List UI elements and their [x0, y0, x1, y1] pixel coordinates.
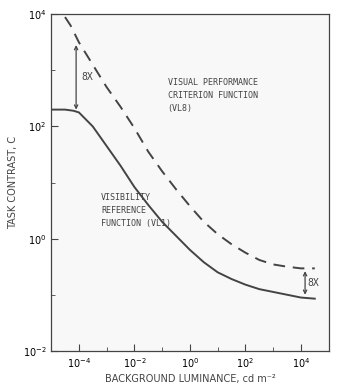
Text: 8X: 8X [82, 72, 93, 82]
Text: 8X: 8X [308, 278, 319, 288]
Y-axis label: TASK CONTRAST, C: TASK CONTRAST, C [8, 136, 18, 229]
Text: VISIBILITY
REFERENCE
FUNCTION (VL1): VISIBILITY REFERENCE FUNCTION (VL1) [101, 193, 171, 228]
X-axis label: BACKGROUND LUMINANCE, cd m⁻²: BACKGROUND LUMINANCE, cd m⁻² [104, 374, 275, 384]
Text: VISUAL PERFORMANCE
CRITERION FUNCTION
(VL8): VISUAL PERFORMANCE CRITERION FUNCTION (V… [168, 78, 258, 113]
